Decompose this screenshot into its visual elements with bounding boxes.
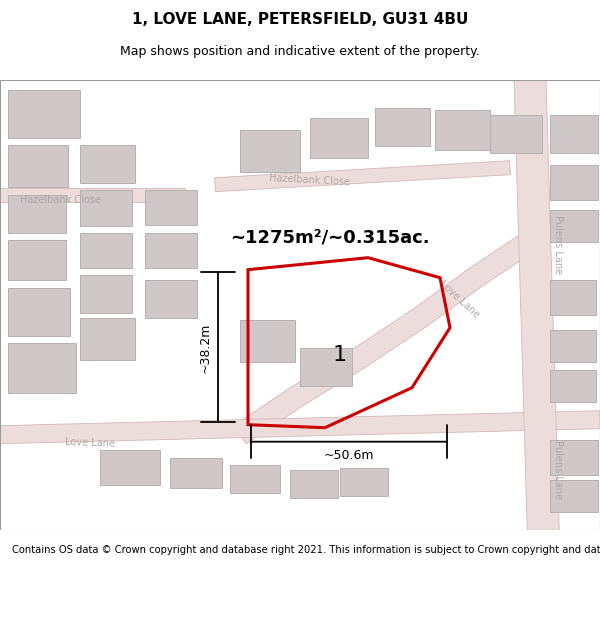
Bar bbox=[435, 110, 490, 149]
Bar bbox=[550, 480, 598, 512]
Bar bbox=[80, 144, 135, 182]
Bar bbox=[240, 129, 300, 172]
Bar bbox=[145, 190, 197, 224]
Text: ~50.6m: ~50.6m bbox=[324, 449, 374, 462]
Bar bbox=[550, 440, 598, 475]
Bar bbox=[100, 450, 160, 485]
Text: ~1275m²/~0.315ac.: ~1275m²/~0.315ac. bbox=[230, 229, 430, 247]
Polygon shape bbox=[0, 411, 600, 444]
Text: Pulens Lane: Pulens Lane bbox=[553, 215, 563, 274]
Polygon shape bbox=[215, 161, 511, 192]
Text: 1, LOVE LANE, PETERSFIELD, GU31 4BU: 1, LOVE LANE, PETERSFIELD, GU31 4BU bbox=[132, 12, 468, 27]
Bar bbox=[550, 280, 596, 315]
Bar bbox=[8, 342, 76, 392]
Bar bbox=[310, 118, 368, 158]
Bar bbox=[375, 107, 430, 146]
Text: Hazelbank Close: Hazelbank Close bbox=[20, 195, 100, 205]
Bar bbox=[145, 280, 197, 318]
Bar bbox=[550, 164, 598, 200]
Bar bbox=[230, 465, 280, 492]
Bar bbox=[550, 369, 596, 402]
Bar bbox=[8, 144, 68, 187]
Bar bbox=[80, 232, 132, 268]
Bar bbox=[550, 115, 598, 152]
Text: 1: 1 bbox=[333, 345, 347, 364]
Bar bbox=[490, 115, 542, 152]
Bar bbox=[170, 458, 222, 488]
Bar bbox=[8, 89, 80, 138]
Bar bbox=[8, 195, 66, 232]
Text: Love Lane: Love Lane bbox=[438, 279, 482, 320]
Text: Map shows position and indicative extent of the property.: Map shows position and indicative extent… bbox=[120, 45, 480, 58]
Text: Contains OS data © Crown copyright and database right 2021. This information is : Contains OS data © Crown copyright and d… bbox=[12, 546, 600, 556]
Polygon shape bbox=[514, 79, 561, 590]
Polygon shape bbox=[0, 188, 185, 202]
Bar bbox=[80, 190, 132, 226]
Text: Pulens Lane: Pulens Lane bbox=[553, 440, 563, 499]
Bar bbox=[8, 288, 70, 336]
Bar bbox=[240, 319, 295, 362]
Bar bbox=[550, 210, 598, 242]
Bar bbox=[300, 348, 352, 386]
Bar bbox=[80, 318, 135, 359]
Bar bbox=[290, 470, 338, 498]
Bar bbox=[8, 239, 66, 280]
Bar bbox=[340, 468, 388, 496]
Polygon shape bbox=[234, 229, 541, 444]
Bar bbox=[80, 275, 132, 312]
Text: ~38.2m: ~38.2m bbox=[199, 322, 212, 373]
Bar bbox=[550, 330, 596, 362]
Bar bbox=[145, 232, 197, 268]
Text: Love Lane: Love Lane bbox=[65, 437, 115, 449]
Text: Hazelbank Close: Hazelbank Close bbox=[269, 173, 350, 187]
